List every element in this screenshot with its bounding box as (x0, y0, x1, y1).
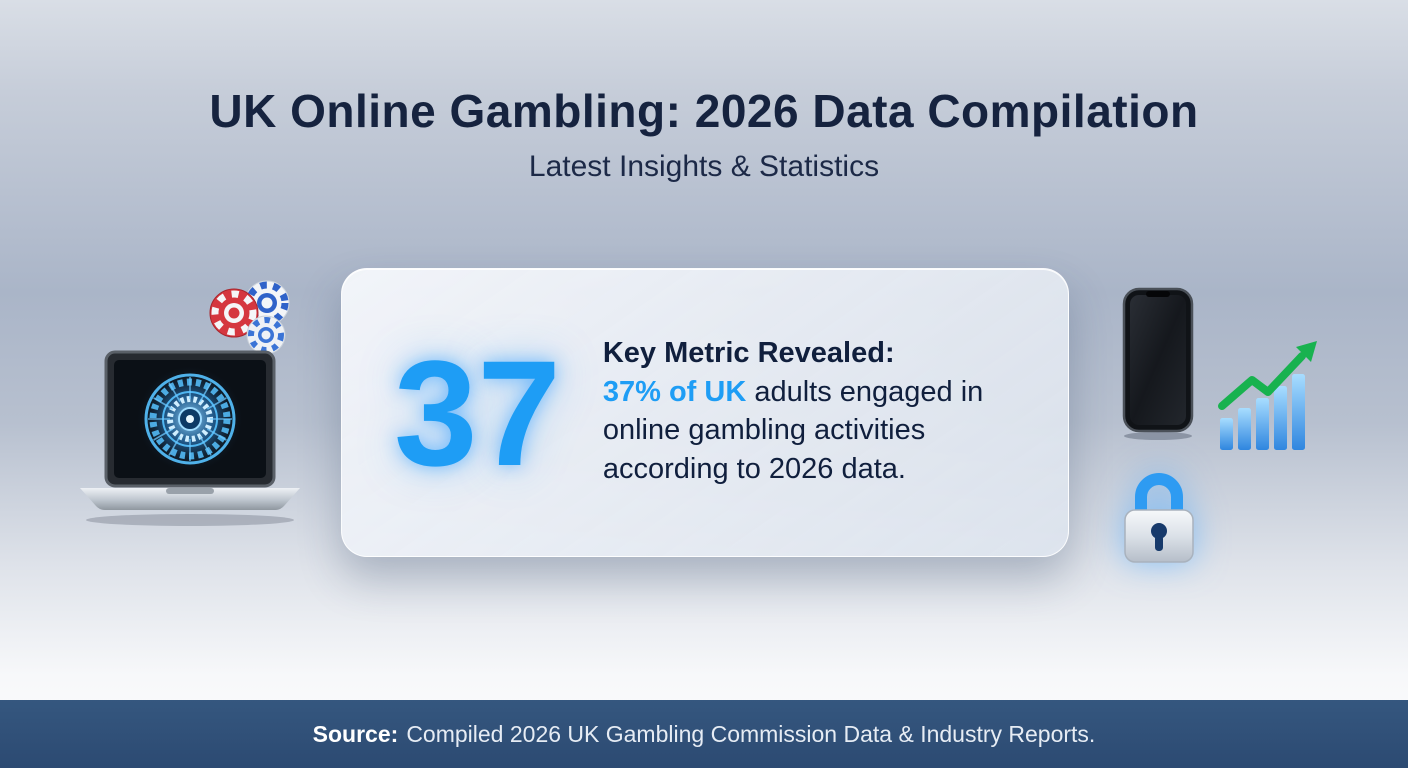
stat-text-block: Key Metric Revealed: 37% of UK adults en… (603, 337, 1055, 488)
stat-body-rest: adults engaged in online gambling activi… (602, 376, 984, 485)
stat-card: 37 Key Metric Revealed: 37% of UK adults… (341, 268, 1069, 557)
page-subtitle: Latest Insights & Statistics (528, 150, 880, 183)
smartphone-icon (1122, 287, 1194, 440)
stat-highlight: 37% of UK (602, 376, 747, 409)
stat-big-number: 37 (394, 328, 561, 497)
source-text: Compiled 2026 UK Gambling Commission Dat… (406, 720, 1096, 747)
stat-body-text: 37% of UK adults engaged in online gambl… (603, 373, 1055, 488)
padlock-icon (1124, 473, 1194, 563)
growth-chart-icon (1218, 341, 1317, 450)
laptop-roulette-icon (80, 350, 300, 526)
footer-bar: Source: Compiled 2026 UK Gambling Commis… (0, 700, 1408, 768)
poker-chips-icon (209, 280, 290, 355)
page-title: UK Online Gambling: 2026 Data Compilatio… (209, 85, 1199, 137)
source-label: Source: (312, 720, 399, 747)
stat-heading: Key Metric Revealed: (602, 337, 895, 370)
